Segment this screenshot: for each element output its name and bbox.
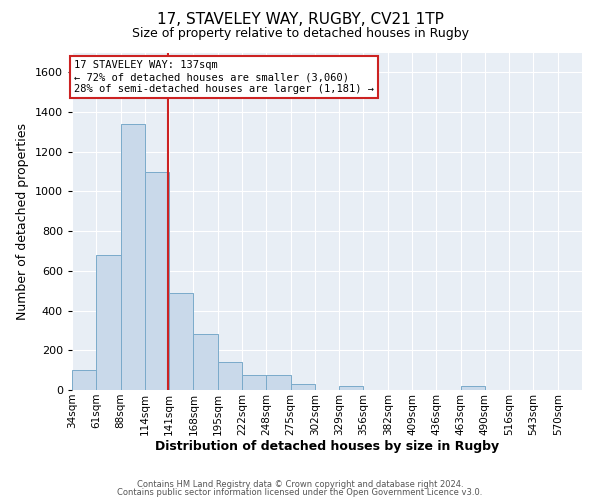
Bar: [290, 384, 315, 390]
Bar: [121, 124, 145, 390]
Bar: [339, 386, 364, 390]
Bar: [72, 370, 96, 390]
Bar: [96, 255, 121, 390]
Text: Contains public sector information licensed under the Open Government Licence v3: Contains public sector information licen…: [118, 488, 482, 497]
Bar: [218, 362, 242, 390]
Bar: [169, 292, 193, 390]
Y-axis label: Number of detached properties: Number of detached properties: [16, 122, 29, 320]
Bar: [266, 375, 290, 390]
Text: Size of property relative to detached houses in Rugby: Size of property relative to detached ho…: [131, 28, 469, 40]
Bar: [461, 386, 485, 390]
Text: 17 STAVELEY WAY: 137sqm
← 72% of detached houses are smaller (3,060)
28% of semi: 17 STAVELEY WAY: 137sqm ← 72% of detache…: [74, 60, 374, 94]
X-axis label: Distribution of detached houses by size in Rugby: Distribution of detached houses by size …: [155, 440, 499, 454]
Text: Contains HM Land Registry data © Crown copyright and database right 2024.: Contains HM Land Registry data © Crown c…: [137, 480, 463, 489]
Bar: [145, 172, 169, 390]
Text: 17, STAVELEY WAY, RUGBY, CV21 1TP: 17, STAVELEY WAY, RUGBY, CV21 1TP: [157, 12, 443, 28]
Bar: [242, 375, 266, 390]
Bar: [193, 334, 218, 390]
